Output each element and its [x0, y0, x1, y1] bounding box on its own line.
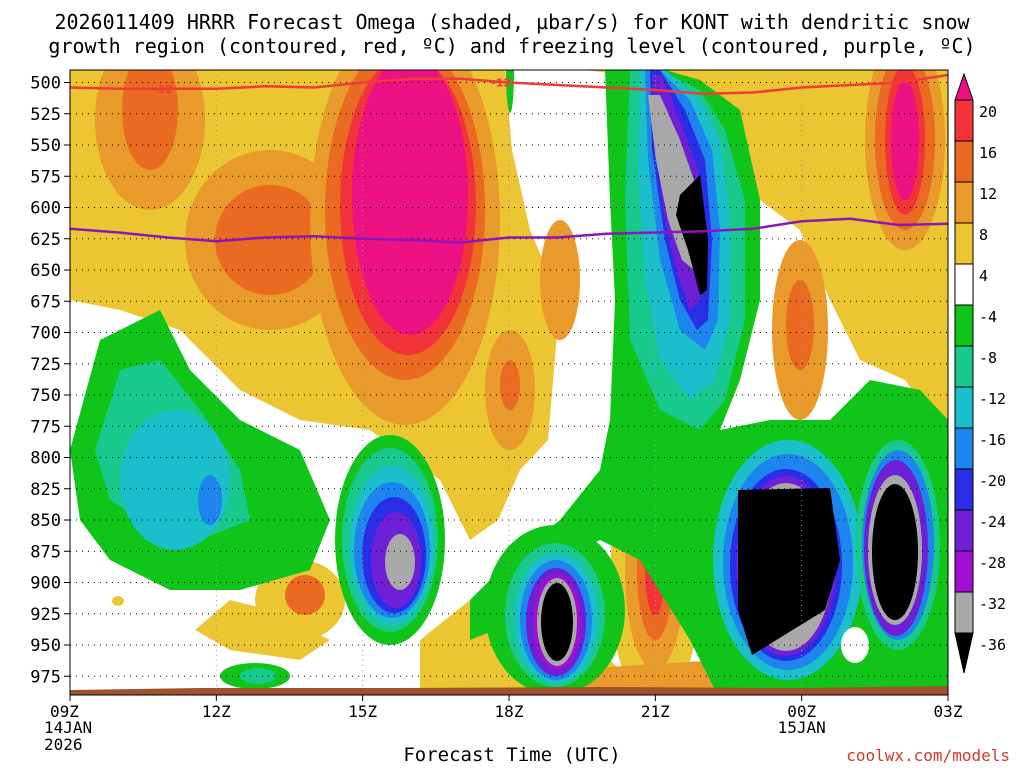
y-tick-label: 500 — [30, 74, 61, 94]
colorbar-bin — [954, 181, 974, 224]
colorbar-label: 20 — [979, 103, 997, 121]
y-tick-label: 950 — [30, 636, 61, 656]
omega-region-14 — [540, 220, 580, 340]
terrain-fill — [70, 686, 948, 695]
omega-region-22 — [285, 575, 325, 615]
y-tick-label: 625 — [30, 230, 61, 250]
subsidence-max-1 — [352, 70, 468, 335]
colorbar-label: -32 — [979, 595, 1006, 613]
y-tick-label: 750 — [30, 386, 61, 406]
colorbar-label: -4 — [979, 308, 997, 326]
omega-region-13 — [500, 360, 520, 410]
y-tick-label: 700 — [30, 324, 61, 344]
y-tick-label: 975 — [30, 667, 61, 687]
contour-line-1 — [70, 73, 948, 96]
x-tick-date: 15JAN — [778, 718, 826, 737]
axes: 500 525 550 575 600 625 650 675 700 725 750 775 800 8… — [30, 74, 963, 755]
x-tick-date: 14JAN — [44, 718, 92, 737]
chart-title-line-1: 2026011409 HRRR Forecast Omega (shaded, … — [54, 10, 970, 34]
chart-title-line-2: growth region (contoured, red, ºC) and f… — [48, 34, 976, 58]
x-tick-label: 03Z — [934, 702, 963, 721]
colorbar-bin — [954, 345, 974, 388]
colorbar-label: -28 — [979, 554, 1006, 572]
y-tick-label: 575 — [30, 167, 61, 187]
colorbar-bin — [954, 509, 974, 552]
colorbar-label: -20 — [979, 472, 1006, 490]
colorbar-bin — [954, 550, 974, 593]
colorbar-label: -12 — [979, 390, 1006, 408]
colorbar-label: 16 — [979, 144, 997, 162]
omega-positive-right — [585, 70, 948, 440]
colorbar-label: -36 — [979, 636, 1006, 654]
colorbar-bin-bottom — [954, 632, 974, 674]
colorbar-bin — [954, 222, 974, 265]
colorbar: 20 16 12 8 4 -4 -8 -12 -16 -20 -24 -28 -32 -36 — [954, 72, 1006, 674]
contour-line-2 — [70, 217, 948, 244]
omega-region-32 — [240, 668, 276, 684]
y-tick-label: 875 — [30, 542, 61, 562]
credit-link[interactable]: coolwx.com/models — [846, 746, 1010, 765]
y-tick-label: 650 — [30, 261, 61, 281]
omega-region-63 — [506, 70, 514, 113]
ground-surface — [70, 686, 948, 695]
omega-shaded-field — [70, 70, 948, 695]
x-tick-label: 18Z — [495, 702, 524, 721]
omega-region-23 — [195, 600, 330, 660]
y-tick-label: 525 — [30, 105, 61, 125]
x-tick-label: 21Z — [641, 702, 670, 721]
y-tick-label: 925 — [30, 605, 61, 625]
omega-region-27 — [112, 596, 124, 606]
omega-region-62 — [841, 627, 869, 663]
colorbar-bin — [954, 591, 974, 634]
colorbar-bin — [954, 304, 974, 347]
y-tick-label: 725 — [30, 355, 61, 375]
x-tick-label: 09Z — [50, 702, 79, 721]
contour-label: -12 — [153, 83, 173, 96]
omega-region-45 — [385, 534, 415, 590]
colorbar-bin — [954, 263, 974, 306]
colorbar-bin — [954, 468, 974, 511]
x-tick-label: 00Z — [787, 702, 816, 721]
x-axis-label: Forecast Time (UTC) — [403, 744, 621, 766]
y-tick-label: 900 — [30, 574, 61, 594]
colorbar-label: 8 — [979, 226, 988, 244]
colorbar-bin — [954, 427, 974, 470]
x-tick-label: 12Z — [202, 702, 231, 721]
subsidence-max-2 — [891, 80, 919, 200]
y-tick-label: 675 — [30, 292, 61, 312]
y-tick-label: 825 — [30, 480, 61, 500]
colorbar-bin-top — [954, 72, 974, 101]
colorbar-bin — [954, 140, 974, 183]
upward-motion-core-4 — [676, 175, 708, 295]
omega-region-8 — [786, 280, 814, 370]
x-tick-label: 15Z — [348, 702, 377, 721]
y-tick-label: 775 — [30, 417, 61, 437]
y-tick-label: 800 — [30, 449, 61, 469]
x-tick-year: 2026 — [44, 735, 83, 754]
contour-label: -12 — [491, 77, 511, 90]
contour-lines: -12 -12 — [70, 73, 948, 244]
colorbar-label: 4 — [979, 267, 988, 285]
omega-region-30 — [198, 475, 222, 525]
omega-region-3 — [215, 185, 325, 295]
y-tick-label: 550 — [30, 136, 61, 156]
colorbar-bin — [954, 99, 974, 142]
colorbar-label: 12 — [979, 185, 997, 203]
y-tick-label: 600 — [30, 199, 61, 219]
upward-motion-core-3 — [541, 583, 573, 661]
colorbar-label: -8 — [979, 349, 997, 367]
y-tick-label: 850 — [30, 511, 61, 531]
colorbar-label: -24 — [979, 513, 1006, 531]
colorbar-label: -16 — [979, 431, 1006, 449]
upward-motion-core-2 — [872, 484, 918, 620]
omega-region-1 — [122, 70, 178, 170]
colorbar-bin — [954, 386, 974, 429]
